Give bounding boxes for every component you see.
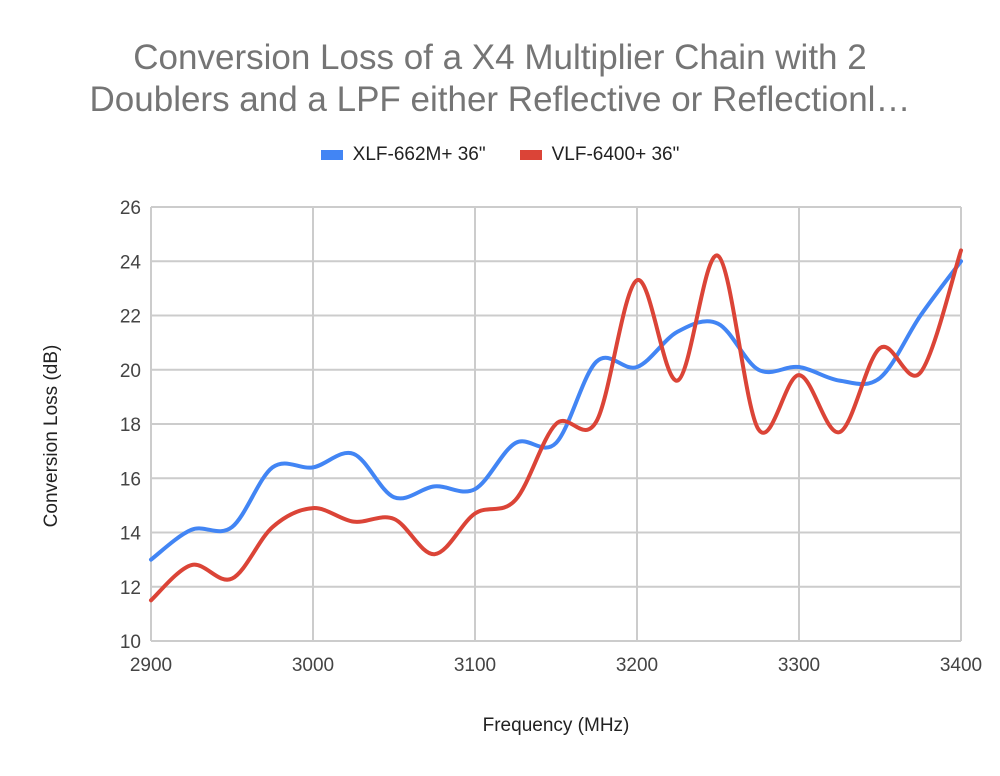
x-tick-label: 3100 <box>454 655 496 676</box>
y-tick-label: 12 <box>120 578 141 599</box>
y-tick-label: 14 <box>120 524 142 545</box>
x-tick-label: 2900 <box>130 655 172 676</box>
legend: XLF-662M+ 36" VLF-6400+ 36" <box>0 144 1000 166</box>
y-tick-label: 20 <box>120 361 141 382</box>
tick-labels: 10 12 14 16 18 20 22 24 26 2900 3000 3100 3200 3300 34… <box>120 198 982 676</box>
series-line-vlf-6400[interactable] <box>149 248 963 603</box>
x-axis-label: Frequency (MHz) <box>483 715 630 736</box>
y-tick-label: 16 <box>120 469 141 490</box>
y-tick-label: 18 <box>120 415 141 436</box>
x-tick-label: 3400 <box>940 655 982 676</box>
y-tick-label: 24 <box>120 252 142 273</box>
x-tick-label: 3000 <box>292 655 334 676</box>
legend-swatch-vlf <box>519 150 542 160</box>
chart-title-line-2: Doublers and a LPF either Reflective or … <box>89 80 911 119</box>
legend-item-xlf[interactable]: XLF-662M+ 36" <box>320 144 486 166</box>
legend-label-vlf: VLF-6400+ 36" <box>551 144 680 165</box>
grid <box>150 206 962 642</box>
y-tick-label: 26 <box>120 198 141 219</box>
legend-label-xlf: XLF-662M+ 36" <box>352 144 486 165</box>
y-tick-label: 22 <box>120 307 141 328</box>
chart-title-line-1: Conversion Loss of a X4 Multiplier Chain… <box>133 38 867 77</box>
y-axis-label: Conversion Loss (dB) <box>41 345 62 528</box>
x-tick-label: 3200 <box>616 655 658 676</box>
series-lines <box>149 248 963 603</box>
y-tick-label: 10 <box>120 632 141 653</box>
legend-swatch-xlf <box>320 150 343 160</box>
legend-item-vlf[interactable]: VLF-6400+ 36" <box>519 144 680 166</box>
series-line-xlf-662m[interactable] <box>149 259 963 562</box>
x-tick-label: 3300 <box>778 655 820 676</box>
